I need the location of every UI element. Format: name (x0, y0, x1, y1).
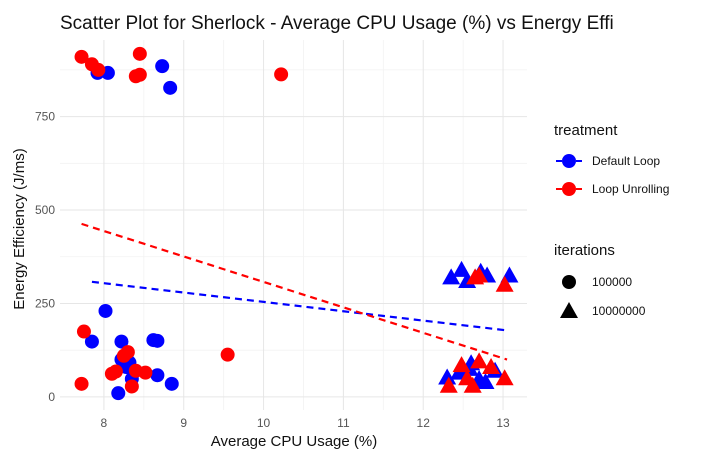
y-axis-ticks: 0 250 500 750 (35, 110, 55, 404)
legend-entry-10000000: 10000000 (560, 302, 646, 318)
legend-entry-100000: 100000 (562, 275, 632, 289)
data-point-circle (98, 303, 113, 318)
grid (60, 40, 527, 410)
data-point-triangle (470, 352, 489, 369)
data-point-circle (163, 80, 178, 95)
legend-label-10000000: 10000000 (592, 304, 646, 318)
x-tick-label: 8 (101, 416, 108, 430)
data-point-circle (114, 334, 129, 349)
data-point-triangle (495, 369, 514, 386)
data-point-circle (274, 67, 289, 82)
x-tick-label: 11 (337, 416, 350, 430)
legend: treatment Default Loop Loop Unrolling it… (554, 122, 669, 318)
data-point-circle (74, 376, 89, 391)
legend-shape-title: iterations (554, 242, 615, 259)
y-tick-label: 0 (48, 390, 55, 404)
data-point-triangle (482, 358, 501, 375)
data-point-circle (111, 386, 126, 401)
legend-label-100000: 100000 (592, 275, 632, 289)
data-point-triangle (476, 372, 495, 389)
data-point-circle (164, 376, 179, 391)
data-point-circle (84, 334, 99, 349)
x-tick-label: 12 (417, 416, 431, 430)
data-point-circle (150, 333, 165, 348)
x-tick-label: 13 (496, 416, 510, 430)
y-tick-label: 750 (35, 110, 55, 124)
x-axis-ticks: 8 9 10 11 12 13 (101, 416, 510, 430)
data-points (74, 46, 519, 401)
x-tick-label: 9 (180, 416, 187, 430)
data-point-triangle (452, 260, 471, 277)
legend-key-circle (562, 275, 576, 289)
data-point-circle (132, 67, 147, 82)
data-point-circle (220, 347, 235, 362)
data-point-circle (150, 368, 165, 383)
chart-title: Scatter Plot for Sherlock - Average CPU … (60, 13, 614, 34)
legend-entry-default-loop: Default Loop (556, 154, 660, 168)
legend-entry-loop-unrolling: Loop Unrolling (556, 182, 669, 196)
data-point-triangle (439, 376, 458, 393)
legend-label-default-loop: Default Loop (592, 154, 660, 168)
data-point-circle (124, 379, 139, 394)
x-axis-title: Average CPU Usage (%) (211, 433, 377, 450)
y-tick-label: 500 (35, 203, 55, 217)
plot-area (60, 40, 527, 410)
y-axis-title: Energy Efficiency (J/ms) (11, 148, 28, 309)
y-tick-label: 250 (35, 296, 55, 310)
data-point-circle (132, 46, 147, 61)
data-point-triangle (495, 275, 514, 292)
data-point-circle (138, 365, 153, 380)
data-point-triangle (452, 356, 471, 373)
legend-key-dot-default-loop (562, 154, 576, 168)
legend-label-loop-unrolling: Loop Unrolling (592, 182, 669, 196)
data-point-triangle (438, 368, 457, 385)
data-point-triangle (442, 268, 461, 285)
trend-line (91, 280, 508, 332)
x-tick-label: 10 (257, 416, 271, 430)
trend-lines (81, 222, 508, 361)
legend-key-dot-loop-unrolling (562, 182, 576, 196)
legend-key-triangle (560, 302, 578, 318)
data-point-circle (120, 345, 135, 360)
data-point-circle (108, 364, 123, 379)
data-point-circle (91, 62, 106, 77)
data-point-circle (76, 324, 91, 339)
legend-color-title: treatment (554, 122, 618, 139)
data-point-circle (155, 59, 170, 74)
trend-line (81, 222, 508, 361)
data-point-circle (74, 49, 89, 64)
data-point-triangle (463, 376, 482, 393)
data-point-triangle (470, 266, 489, 283)
